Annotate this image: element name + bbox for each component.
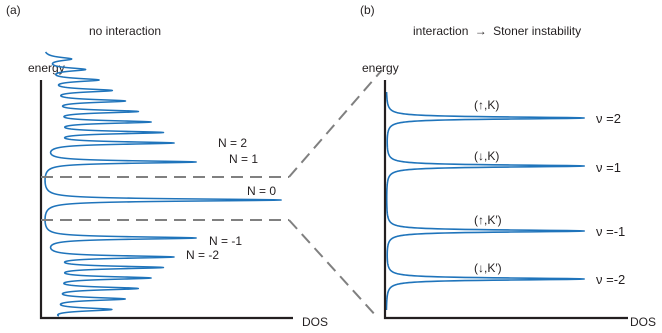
- level-label-n1: N = 1: [229, 152, 258, 166]
- panel-a-axes: [39, 80, 293, 320]
- nu-label-2: ν =1: [596, 160, 621, 175]
- zoom-connector-lower: [288, 219, 379, 319]
- level-label-n-2: N = -2: [186, 248, 219, 262]
- zoom-connector-upper: [288, 69, 383, 178]
- panel-a-y-label: energy: [28, 61, 65, 75]
- panel-a-tag: (a): [6, 3, 21, 17]
- peak-state-label-2: (↓,K): [474, 149, 499, 163]
- panel-b-y-label: energy: [362, 61, 399, 75]
- nu-label-4: ν =-2: [596, 272, 625, 287]
- panel-b-title-left: interaction: [413, 24, 468, 38]
- arrow-right-icon: →: [475, 24, 487, 38]
- peak-state-label-3: (↑,K′): [474, 213, 502, 227]
- level-label-n0: N = 0: [247, 184, 276, 198]
- nu-label-1: ν =2: [596, 111, 621, 126]
- panel-a-dos-curve: [44, 51, 282, 317]
- panel-b-axes: [383, 80, 628, 320]
- level-label-n-1: N = -1: [209, 234, 242, 248]
- panel-b-tag: (b): [360, 3, 375, 17]
- peak-state-label-4: (↓,K′): [474, 261, 502, 275]
- nu-label-3: ν =-1: [596, 224, 625, 239]
- panel-a-title: no interaction: [89, 24, 161, 38]
- panel-b-dos-curve: [385, 91, 586, 311]
- peak-state-label-1: (↑,K): [474, 98, 499, 112]
- panel-b-title: interaction → Stoner instability: [413, 24, 581, 38]
- panel-b-x-label: DOS: [630, 315, 656, 329]
- panel-b-title-right: Stoner instability: [493, 24, 581, 38]
- level-label-n2: N = 2: [218, 136, 247, 150]
- panel-a-x-label: DOS: [302, 315, 328, 329]
